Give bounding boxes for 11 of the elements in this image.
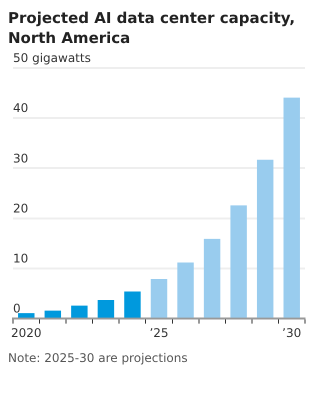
x-tick-label: 2020 (10, 326, 42, 340)
x-tick-label: ’25 (149, 326, 169, 340)
chart-title: Projected AI data center capacity, North America (8, 8, 296, 48)
y-tick-label: 20 (12, 201, 28, 216)
y-tick-label: 50 gigawatts (12, 51, 91, 66)
y-tick-label: 0 (12, 302, 21, 316)
y-tick-label: 10 (12, 252, 28, 266)
text: Note: 2025-30 are projections (8, 350, 189, 367)
y-tick-label: 40 (12, 101, 28, 116)
x-tick-label: ’30 (282, 326, 302, 340)
y-tick-label: 30 (12, 151, 28, 166)
